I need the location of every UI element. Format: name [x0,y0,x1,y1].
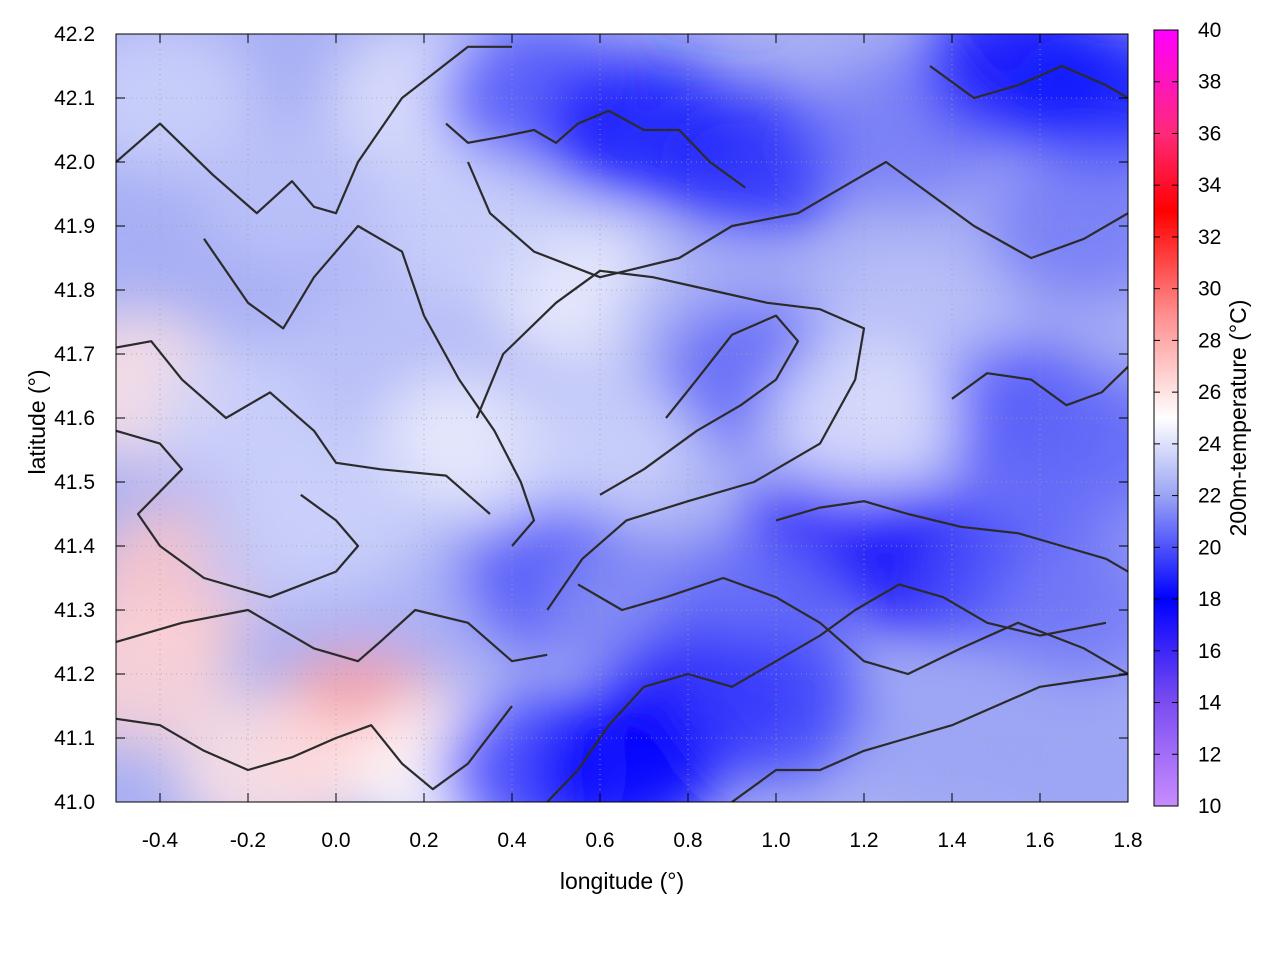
y-tick-label: 41.7 [54,343,95,366]
heatmap-cell [659,87,849,237]
heatmap-cell [989,695,1128,802]
y-tick-label: 41.4 [54,535,95,558]
heatmap-cell [116,599,233,749]
colorbar-tick-label: 24 [1198,433,1222,456]
colorbar-tick-label: 40 [1198,19,1221,42]
contour-line [951,366,1128,407]
x-tick-label: 1.0 [761,829,790,852]
colorbar: 10 12 14 16 18 20 22 24 26 28 30 32 34 36 38 40 [1153,19,1222,818]
y-tick-label: 42.1 [54,87,95,110]
contour-line [116,608,548,663]
colorbar-tick-label: 28 [1198,329,1221,352]
contour-line [577,576,1128,676]
x-tick-label: 0.4 [497,829,527,852]
colorbar-tick-label: 26 [1198,381,1221,404]
plot-area [115,33,1129,803]
heatmap-cell [769,343,959,493]
colorbar-label: 200m-temperature (°C) [1225,300,1251,537]
x-tick-labels: -0.4 -0.2 0.0 0.2 0.4 0.6 0.8 1.0 1.2 1.4 1.6 1.8 [142,829,1143,852]
colorbar-ticks: 10 12 14 16 18 20 22 24 26 28 30 32 34 36 38 40 [1154,19,1222,818]
x-tick-label: 1.2 [849,829,878,852]
colorbar-tick-label: 38 [1198,71,1221,94]
colorbar-tick-label: 20 [1198,536,1221,559]
contour-line [116,340,491,515]
x-tick-label: 1.8 [1113,829,1142,852]
colorbar-tick-label: 34 [1198,174,1222,197]
y-tick-label: 41.8 [54,279,95,302]
heatmap-cell [989,151,1128,301]
colorbar-tick-label: 16 [1198,640,1221,663]
heatmap-cell [373,151,563,301]
axis-ticks [116,33,1129,803]
colorbar-tick-label: 14 [1198,692,1222,715]
contour-line [475,269,866,611]
contour-line [203,224,536,547]
heatmap-cell [197,119,387,269]
x-tick-label: -0.4 [142,829,179,852]
contour-line [466,160,1128,279]
x-tick-label: 0.8 [673,829,702,852]
contour-line [445,109,746,189]
heatmap-cell [116,34,255,173]
contour-line [731,672,1128,802]
contour-line [546,583,1107,802]
x-tick-label: 1.4 [937,829,967,852]
heatmap-cell [175,695,365,802]
contour-line [775,500,1128,573]
colorbar-tick-label: 12 [1198,743,1221,766]
y-tick-label: 41.5 [54,471,95,494]
y-tick-label: 41.9 [54,215,95,238]
y-tick-labels: 41.0 41.1 41.2 41.3 41.4 41.5 41.6 41.7 41.8 41.9… [54,23,95,814]
y-tick-label: 41.2 [54,663,95,686]
y-tick-label: 41.1 [54,727,95,750]
heatmap-cell [1011,34,1128,173]
contour-line [116,705,513,791]
y-tick-label: 42.2 [54,23,95,46]
colorbar-tick-label: 36 [1198,122,1221,145]
contour-line [929,64,1128,100]
x-tick-label: 0.6 [585,829,614,852]
contour-lines [116,45,1128,802]
y-tick-label: 41.0 [54,791,95,814]
y-tick-label: 41.3 [54,599,95,622]
x-tick-label: 0.2 [409,829,438,852]
colorbar-tick-label: 30 [1198,278,1221,301]
colorbar-tick-label: 10 [1198,795,1221,818]
colorbar-tick-label: 32 [1198,226,1221,249]
heatmap-field [116,34,1128,802]
x-tick-label: 1.6 [1025,829,1054,852]
contour-line [116,429,360,599]
colorbar-bar [1153,29,1179,807]
contour-line [599,314,800,496]
heatmap-cell [1011,375,1128,525]
x-tick-label: 0.0 [321,829,350,852]
heatmap-cell [527,695,717,802]
contour-line [116,45,512,215]
heatmap-cell [989,535,1128,685]
y-axis-label: latitude (°) [24,369,50,474]
y-tick-label: 42.0 [54,151,95,174]
x-axis-label: longitude (°) [560,868,684,894]
y-tick-label: 41.6 [54,407,95,430]
colorbar-tick-label: 22 [1198,485,1221,508]
heatmap-cell [681,631,871,781]
x-tick-label: -0.2 [230,829,266,852]
colorbar-tick-label: 18 [1198,588,1221,611]
